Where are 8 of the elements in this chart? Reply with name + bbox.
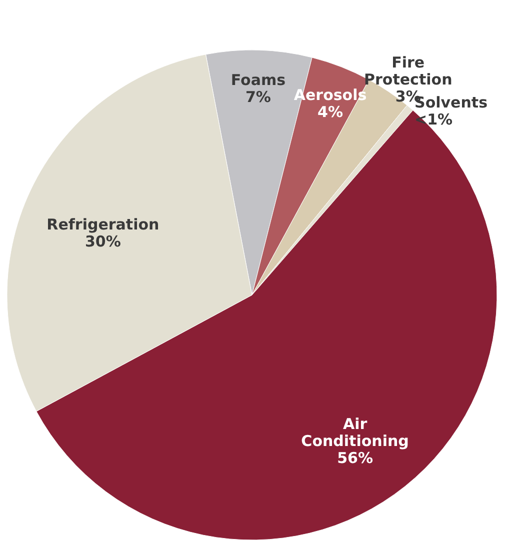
data-label: 30% bbox=[84, 232, 121, 250]
slice-label: Foams bbox=[230, 71, 286, 90]
slice-label: Fire Protection bbox=[364, 54, 452, 89]
slice-label: Refrigeration bbox=[46, 215, 160, 234]
data-label: 56% bbox=[337, 448, 373, 467]
slice-label: Air Conditioning bbox=[301, 414, 409, 450]
data-label: 4% bbox=[318, 102, 344, 121]
data-label: 7% bbox=[245, 88, 271, 106]
